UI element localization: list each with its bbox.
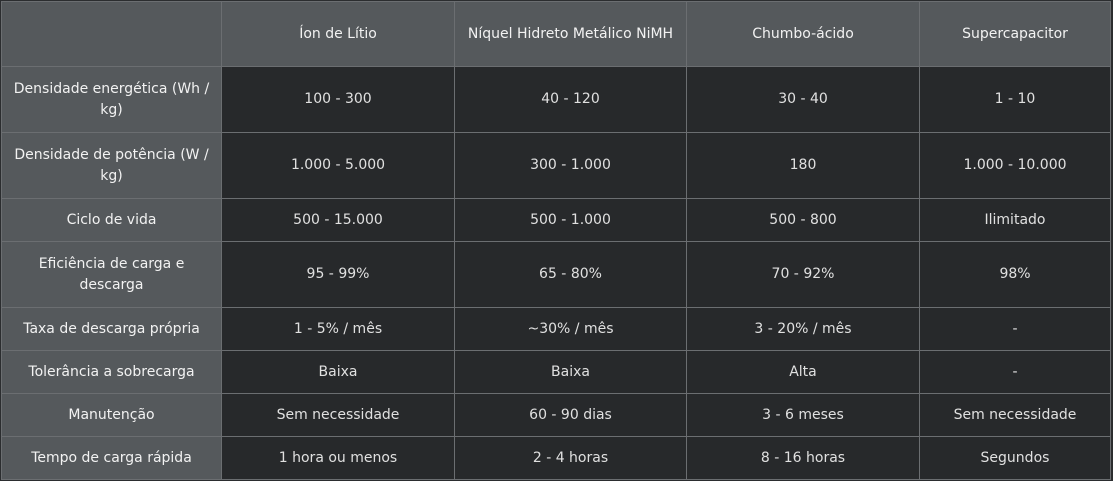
header-corner-cell bbox=[1, 1, 222, 67]
row-label-fast-charge-time: Tempo de carga rápida bbox=[1, 436, 222, 480]
table-row: Tolerância a sobrecarga Baixa Baixa Alta… bbox=[1, 350, 1111, 394]
table-cell: Baixa bbox=[221, 350, 455, 394]
table-cell: Segundos bbox=[919, 436, 1111, 480]
table-row: Densidade energética (Wh / kg) 100 - 300… bbox=[1, 66, 1111, 133]
table-cell: Sem necessidade bbox=[221, 393, 455, 437]
row-label-energy-density: Densidade energética (Wh / kg) bbox=[1, 66, 222, 133]
table-cell: 8 - 16 horas bbox=[686, 436, 920, 480]
table-cell: 95 - 99% bbox=[221, 241, 455, 308]
header-supercapacitor: Supercapacitor bbox=[919, 1, 1111, 67]
table-cell: Baixa bbox=[454, 350, 687, 394]
table-cell: 70 - 92% bbox=[686, 241, 920, 308]
table-row: Taxa de descarga própria 1 - 5% / mês ~3… bbox=[1, 307, 1111, 351]
table-cell: 30 - 40 bbox=[686, 66, 920, 133]
table-cell: 1 hora ou menos bbox=[221, 436, 455, 480]
table-cell: 60 - 90 dias bbox=[454, 393, 687, 437]
table-row: Ciclo de vida 500 - 15.000 500 - 1.000 5… bbox=[1, 198, 1111, 242]
table-cell: Ilimitado bbox=[919, 198, 1111, 242]
row-label-self-discharge: Taxa de descarga própria bbox=[1, 307, 222, 351]
table-row: Tempo de carga rápida 1 hora ou menos 2 … bbox=[1, 436, 1111, 480]
table-cell: 3 - 20% / mês bbox=[686, 307, 920, 351]
row-label-maintenance: Manutenção bbox=[1, 393, 222, 437]
header-nimh: Níquel Hidreto Metálico NiMH bbox=[454, 1, 687, 67]
table-body: Densidade energética (Wh / kg) 100 - 300… bbox=[1, 66, 1111, 480]
table-row: Manutenção Sem necessidade 60 - 90 dias … bbox=[1, 393, 1111, 437]
header-row: Íon de Lítio Níquel Hidreto Metálico NiM… bbox=[1, 1, 1111, 67]
table-cell: - bbox=[919, 307, 1111, 351]
table-cell: 1 - 5% / mês bbox=[221, 307, 455, 351]
table-cell: 500 - 800 bbox=[686, 198, 920, 242]
row-label-cycle-life: Ciclo de vida bbox=[1, 198, 222, 242]
table-header: Íon de Lítio Níquel Hidreto Metálico NiM… bbox=[1, 1, 1111, 67]
table-cell: 500 - 15.000 bbox=[221, 198, 455, 242]
table-cell: 3 - 6 meses bbox=[686, 393, 920, 437]
table-cell: 98% bbox=[919, 241, 1111, 308]
table-row: Eficiência de carga e descarga 95 - 99% … bbox=[1, 241, 1111, 308]
table-cell: 300 - 1.000 bbox=[454, 132, 687, 199]
table-cell: 65 - 80% bbox=[454, 241, 687, 308]
table-cell: 1.000 - 5.000 bbox=[221, 132, 455, 199]
table-cell: 1.000 - 10.000 bbox=[919, 132, 1111, 199]
table-cell: ~30% / mês bbox=[454, 307, 687, 351]
table-cell: 180 bbox=[686, 132, 920, 199]
row-label-overcharge-tolerance: Tolerância a sobrecarga bbox=[1, 350, 222, 394]
table-cell: Sem necessidade bbox=[919, 393, 1111, 437]
table-cell: 2 - 4 horas bbox=[454, 436, 687, 480]
table-cell: Alta bbox=[686, 350, 920, 394]
table-cell: 500 - 1.000 bbox=[454, 198, 687, 242]
row-label-power-density: Densidade de potência (W / kg) bbox=[1, 132, 222, 199]
table-cell: 100 - 300 bbox=[221, 66, 455, 133]
table-cell: 1 - 10 bbox=[919, 66, 1111, 133]
table-row: Densidade de potência (W / kg) 1.000 - 5… bbox=[1, 132, 1111, 199]
header-lead-acid: Chumbo-ácido bbox=[686, 1, 920, 67]
table-cell: 40 - 120 bbox=[454, 66, 687, 133]
row-label-efficiency: Eficiência de carga e descarga bbox=[1, 241, 222, 308]
header-lithium-ion: Íon de Lítio bbox=[221, 1, 455, 67]
table-cell: - bbox=[919, 350, 1111, 394]
